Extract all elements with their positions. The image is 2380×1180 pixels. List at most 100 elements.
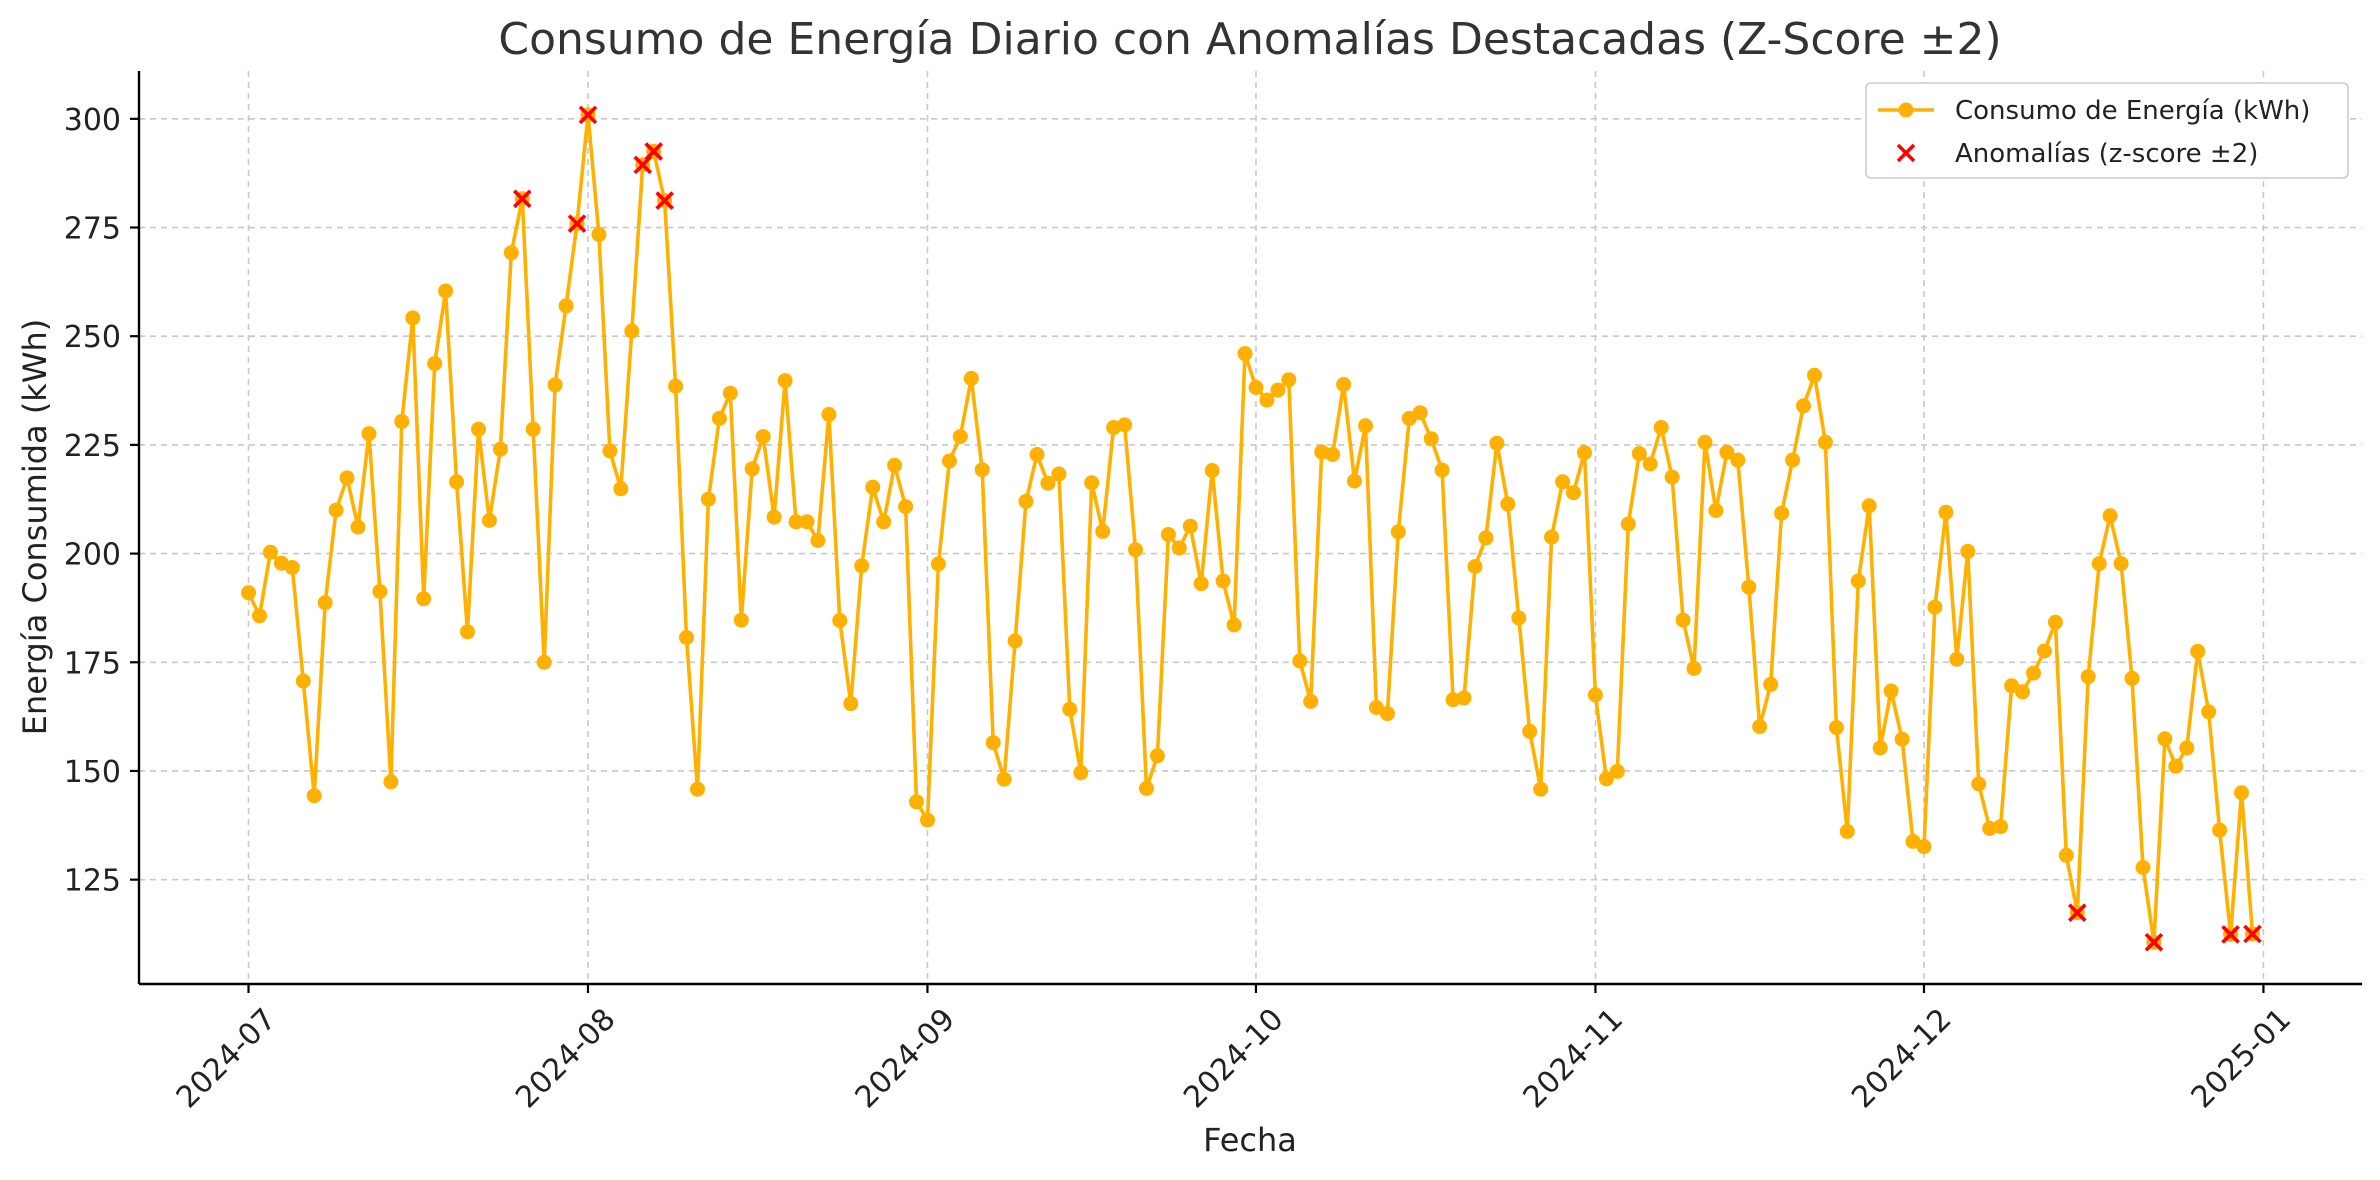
y-axis-title: Energía Consumida (kWh) (16, 319, 54, 736)
legend-x-swatch (1896, 143, 1916, 163)
energy-data-point (1412, 405, 1428, 421)
energy-data-point (1697, 434, 1713, 450)
energy-data-point (2036, 643, 2052, 659)
energy-data-point (1062, 701, 1078, 717)
energy-data-point (295, 673, 311, 689)
energy-data-point (1423, 431, 1439, 447)
energy-data-point (1128, 542, 1143, 558)
energy-data-point (1325, 447, 1341, 462)
energy-data-point (700, 491, 716, 507)
energy-data-point (525, 421, 541, 437)
energy-data-point (1730, 452, 1746, 468)
anomaly-marker (2068, 903, 2087, 922)
legend: Consumo de Energía (kWh) Anomalías (z-sc… (1865, 82, 2349, 179)
energy-data-point (2124, 670, 2140, 686)
energy-data-point (1095, 523, 1111, 539)
energy-data-point (591, 227, 607, 242)
energy-data-point (317, 595, 333, 611)
energy-data-point (405, 310, 421, 326)
energy-data-point (492, 441, 508, 457)
energy-data-point (1850, 573, 1866, 589)
energy-data-point (558, 298, 574, 314)
energy-data-point (930, 556, 946, 572)
energy-data-point (1642, 456, 1658, 472)
energy-data-point (1544, 529, 1560, 545)
energy-data-point (252, 608, 267, 624)
energy-data-point (1971, 776, 1987, 792)
energy-data-point (941, 453, 957, 469)
energy-data-point (843, 696, 859, 712)
energy-data-point (909, 794, 924, 810)
energy-data-point (1587, 687, 1603, 703)
energy-data-point (974, 462, 990, 478)
energy-data-point (1248, 380, 1264, 395)
energy-data-point (1456, 690, 1472, 706)
energy-data-point (2201, 704, 2217, 720)
energy-data-point (1620, 516, 1636, 532)
y-tick-label: 250 (64, 320, 121, 355)
energy-data-point (766, 509, 782, 525)
legend-label-energy: Consumo de Energía (kWh) (1955, 96, 2310, 126)
energy-data-point (865, 479, 881, 495)
energy-data-point (1040, 475, 1056, 491)
energy-data-point (1653, 420, 1669, 435)
energy-data-point (1281, 372, 1297, 388)
energy-data-point (1938, 504, 1954, 520)
y-tick-label: 300 (64, 103, 121, 138)
anomalies (513, 105, 2262, 952)
energy-data-point (1861, 498, 1877, 514)
energy-data-point (876, 514, 892, 530)
energy-data-point (1390, 524, 1406, 540)
energy-data-point (1182, 518, 1198, 534)
energy-data-point (1993, 819, 2009, 835)
energy-data-point (481, 513, 497, 528)
energy-data-point (2179, 740, 2195, 756)
energy-data-point (1609, 763, 1625, 779)
energy-data-point (471, 421, 486, 437)
energy-data-point (350, 519, 366, 535)
energy-data-point (1949, 651, 1965, 667)
energy-data-point (2234, 785, 2249, 801)
energy-data-point (1916, 839, 1932, 855)
legend-label-anomalies: Anomalías (z-score ±2) (1955, 139, 2258, 169)
energy-data-point (744, 461, 760, 477)
energy-data-point (668, 378, 684, 394)
energy-data-point (1259, 392, 1275, 408)
energy-data-point (1379, 706, 1395, 722)
energy-data-point (1675, 612, 1691, 628)
energy-data-point (284, 560, 300, 575)
energy-data-point (1785, 452, 1801, 468)
energy-data-point (690, 781, 705, 797)
energy-data-point (460, 624, 475, 640)
energy-data-point (1204, 463, 1220, 478)
energy-data-point (1894, 731, 1910, 747)
anomaly-marker (513, 189, 532, 209)
energy-data-point (1358, 418, 1373, 434)
energy-data-point (2157, 731, 2173, 747)
energy-data-point (711, 410, 727, 426)
energy-data-point (810, 533, 826, 548)
energy-data-point (2080, 669, 2096, 685)
energy-data-point (2026, 665, 2041, 681)
energy-data-point (1149, 748, 1165, 764)
chart-title: Consumo de Energía Diario con Anomalías … (498, 14, 2001, 65)
energy-data-point (1763, 676, 1779, 692)
energy-data-point (1160, 527, 1176, 542)
energy-data-point (1828, 720, 1844, 735)
energy-data-point (613, 481, 629, 497)
energy-data-point (1522, 723, 1538, 739)
energy-data-point (1478, 530, 1494, 546)
energy-data-point (1631, 446, 1647, 462)
y-tick-label: 275 (64, 212, 121, 247)
energy-data-point (2091, 556, 2107, 572)
energy-data-point (788, 514, 804, 530)
energy-data-point (1051, 466, 1067, 482)
energy-data-point (1577, 445, 1592, 461)
legend-marker-swatch (1898, 102, 1914, 118)
energy-data-point (1171, 540, 1187, 556)
energy-data-point (372, 583, 388, 599)
energy-data-point (1117, 417, 1133, 433)
energy-data-point (1533, 781, 1549, 797)
y-tick-label: 150 (64, 755, 121, 790)
energy-data-point (1839, 823, 1855, 839)
